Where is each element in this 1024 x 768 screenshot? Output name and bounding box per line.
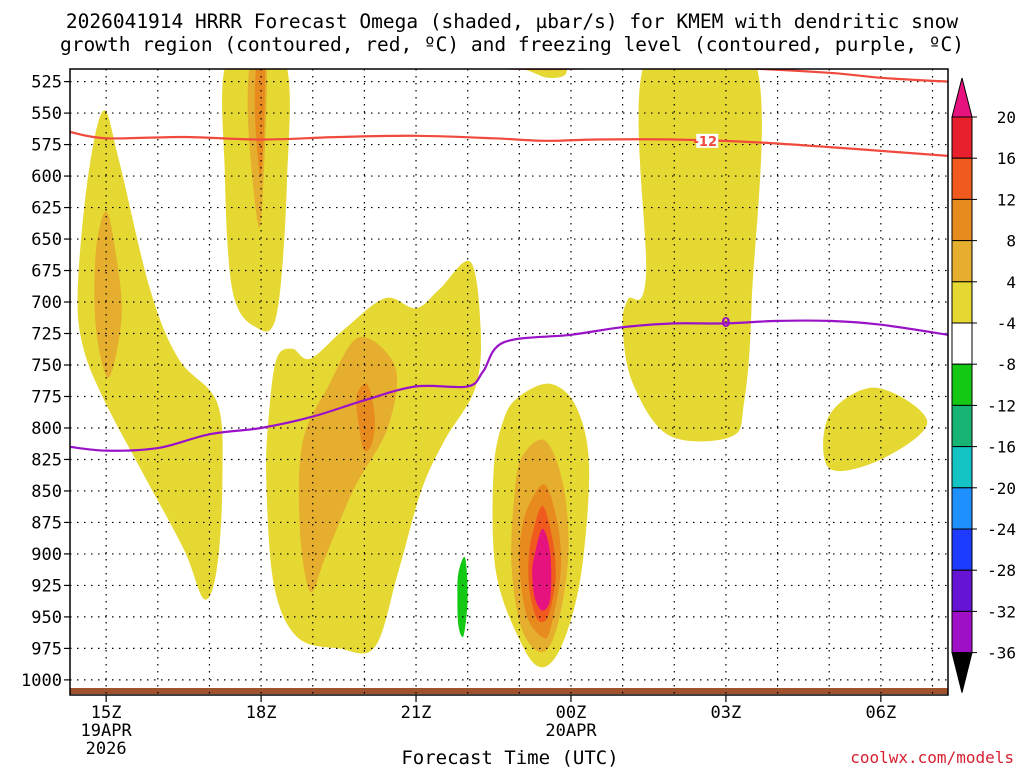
y-tick-label: 1000 [21,671,62,691]
dgz-top-line [476,69,948,83]
colorbar-label: 20 [997,108,1016,127]
y-tick-label: 875 [31,513,62,533]
colorbar-label: -28 [987,561,1016,580]
omega--4-j [655,519,790,659]
y-tick-label: 750 [31,356,62,376]
colorbar-band [951,116,973,159]
colorbar-label: 4 [1006,273,1016,292]
omega-8-a [94,211,122,378]
y-tick-label: 775 [31,387,62,407]
colorbar-band [951,487,973,530]
y-tick-label: 975 [31,639,62,659]
colorbar-band [951,610,973,654]
colorbar-label: -8 [997,355,1016,374]
x-axis-label: Forecast Time (UTC) [401,747,618,768]
x-tick-label: 03Z [711,703,742,723]
watermark: coolwx.com/models [850,748,1014,767]
ground-strip [70,688,948,694]
x-tick-date: 19APR [81,721,133,741]
y-tick-label: 575 [31,136,62,156]
y-tick-label: 675 [31,262,62,282]
freezing-level-line [70,319,948,452]
omega-4-e [521,69,567,79]
colorbar-band [951,198,973,242]
y-tick-label: 850 [31,482,62,502]
colorbar-label: -36 [987,644,1016,663]
x-tick-label: 15Z [91,703,122,723]
y-tick-label: 725 [31,325,62,345]
omega-4-f [622,69,762,442]
colorbar-label: -16 [987,438,1016,457]
plot-area: -12 0 [69,68,949,696]
x-tick-year: 2026 [86,739,127,759]
colorbar-label: 8 [1006,232,1016,251]
colorbar-band [951,240,973,283]
y-tick-label: 950 [31,608,62,628]
colorbar-band [951,569,973,612]
omega-12-b [254,69,266,177]
colorbar-label: -12 [987,396,1016,415]
colorbar-band [951,363,973,406]
colorbar: 20 16 12 8 4 -4 -8 -12 -16 -20 -24 -28 -32 -36 [951,77,1016,693]
y-tick-label: 550 [31,104,62,124]
dgz-minus12-line [70,130,948,157]
colorbar-band [951,446,973,489]
x-tick-label: 21Z [401,703,432,723]
y-tick-label: 700 [31,293,62,313]
colorbar-top-arrow [951,77,973,118]
y-tick-label: 800 [31,419,62,439]
y-tick-label: 600 [31,167,62,187]
y-tick-label: 825 [31,450,62,470]
colorbar-band [951,322,973,365]
y-tick-label: 650 [31,230,62,250]
colorbar-label: 16 [997,149,1016,168]
chart-title-line-1: 2026041914 HRRR Forecast Omega (shaded, … [66,10,958,33]
colorbar-label: -32 [987,602,1016,621]
omega-20-g [532,528,552,611]
omega-4-k [823,387,928,472]
colorbar-label: -20 [987,479,1016,498]
omega-4-a [77,110,223,600]
omega-shading-layer [77,69,933,679]
colorbar-band [951,528,973,571]
colorbar-band [951,281,973,324]
dgz-minus12-label-bg [696,133,719,148]
x-tick-label: 18Z [246,703,277,723]
omega-8-c [298,336,398,593]
x-tick-date: 20APR [545,721,597,741]
omega--4-i [414,498,472,679]
omega--4-d [350,69,471,277]
chart-title-line-2: growth region (contoured, red, ºC) and f… [60,33,964,56]
omega--4-h [872,83,933,268]
y-axis: 525 550 575 600 625 650 675 700 725 750 775 800 825 8… [21,73,70,691]
contour-layer: -12 0 [70,69,948,452]
y-tick-label: 525 [31,73,62,93]
x-tick-label: 00Z [556,703,587,723]
y-tick-label: 925 [31,576,62,596]
colorbar-label: 12 [997,190,1016,209]
omega--8-i [457,556,468,638]
colorbar-band [951,157,973,200]
colorbar-bottom-arrow [951,652,973,693]
y-tick-label: 625 [31,199,62,219]
freezing-level-label: 0 [721,316,730,331]
colorbar-label: -4 [997,314,1016,333]
x-tick-label: 06Z [865,703,896,723]
dgz-minus12-label: -12 [694,135,718,150]
colorbar-band [951,404,973,448]
plot-frame [69,68,949,696]
colorbar-label: -24 [987,520,1016,539]
y-tick-label: 900 [31,545,62,565]
